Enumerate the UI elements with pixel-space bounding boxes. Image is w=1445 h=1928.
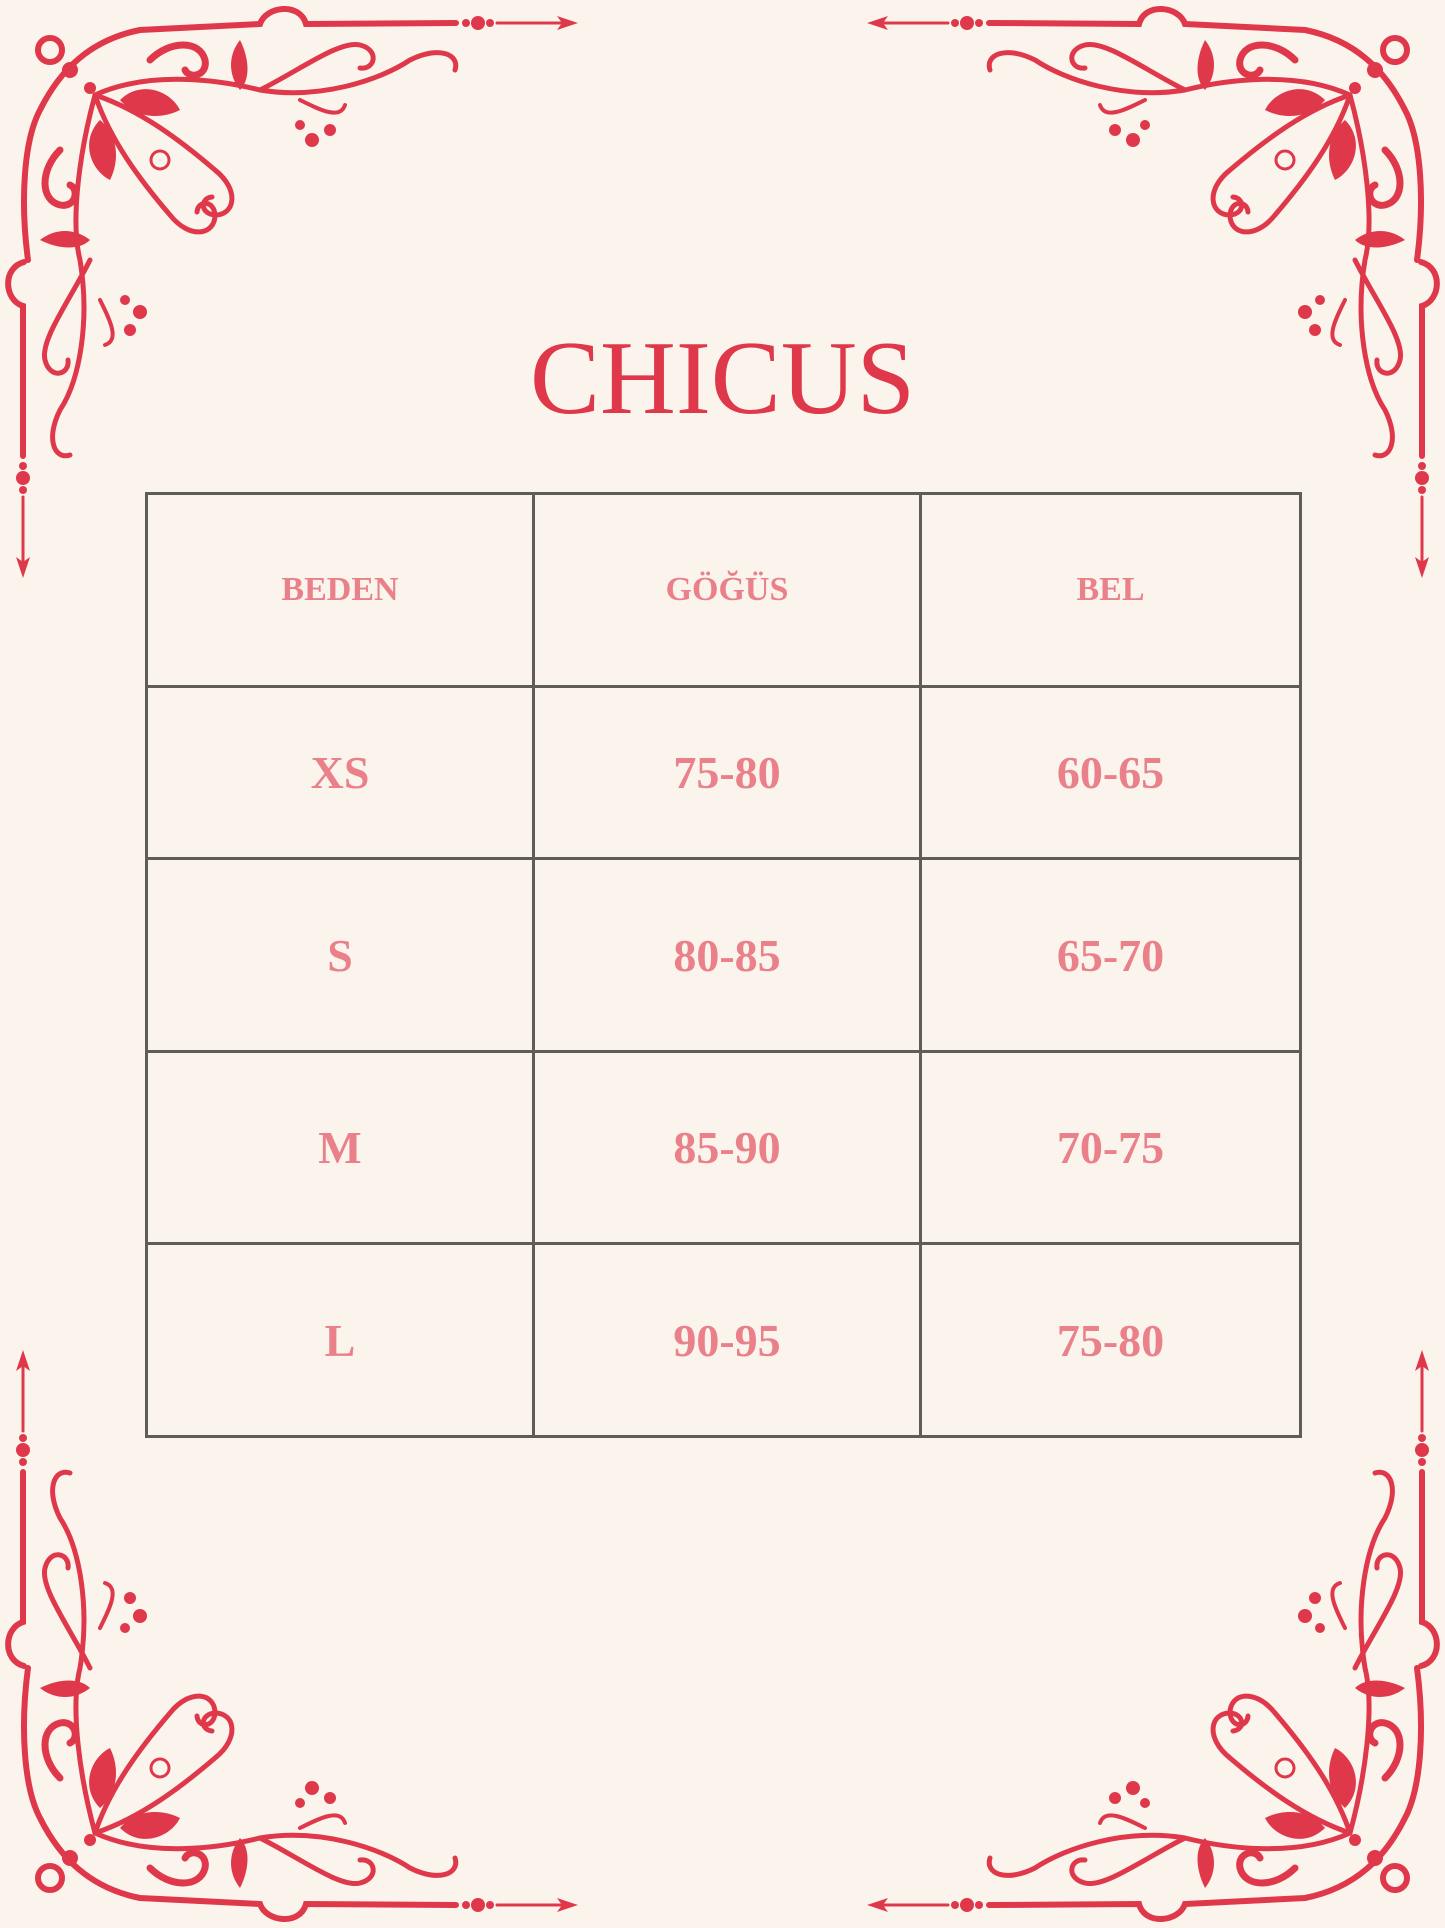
brand-title: CHICUS — [529, 319, 916, 436]
table-row: M 85-90 70-75 — [145, 1050, 1302, 1245]
waist-cell: 70-75 — [919, 1050, 1302, 1245]
size-cell: XS — [145, 685, 535, 860]
size-chart-table: BEDEN GÖĞÜS BEL XS 75-80 60-65 S 80-85 6… — [145, 492, 1302, 1438]
header-bel: BEL — [919, 492, 1302, 688]
chest-cell: 85-90 — [532, 1050, 922, 1245]
floral-corner-ornament-top-left-icon — [0, 0, 600, 600]
table-row: XS 75-80 60-65 — [145, 685, 1302, 860]
chest-cell: 90-95 — [532, 1242, 922, 1438]
floral-corner-ornament-bottom-left-icon — [0, 1328, 600, 1928]
size-cell: M — [145, 1050, 535, 1245]
waist-cell: 60-65 — [919, 685, 1302, 860]
waist-cell: 65-70 — [919, 857, 1302, 1053]
chest-cell: 80-85 — [532, 857, 922, 1053]
floral-corner-ornament-bottom-right-icon — [845, 1328, 1445, 1928]
table-row: L 90-95 75-80 — [145, 1242, 1302, 1438]
table-row: S 80-85 65-70 — [145, 857, 1302, 1053]
waist-cell: 75-80 — [919, 1242, 1302, 1438]
header-row: BEDEN GÖĞÜS BEL — [145, 492, 1302, 688]
header-gogus: GÖĞÜS — [532, 492, 922, 688]
header-beden: BEDEN — [145, 492, 535, 688]
size-cell: S — [145, 857, 535, 1053]
floral-corner-ornament-top-right-icon — [845, 0, 1445, 600]
chest-cell: 75-80 — [532, 685, 922, 860]
size-cell: L — [145, 1242, 535, 1438]
